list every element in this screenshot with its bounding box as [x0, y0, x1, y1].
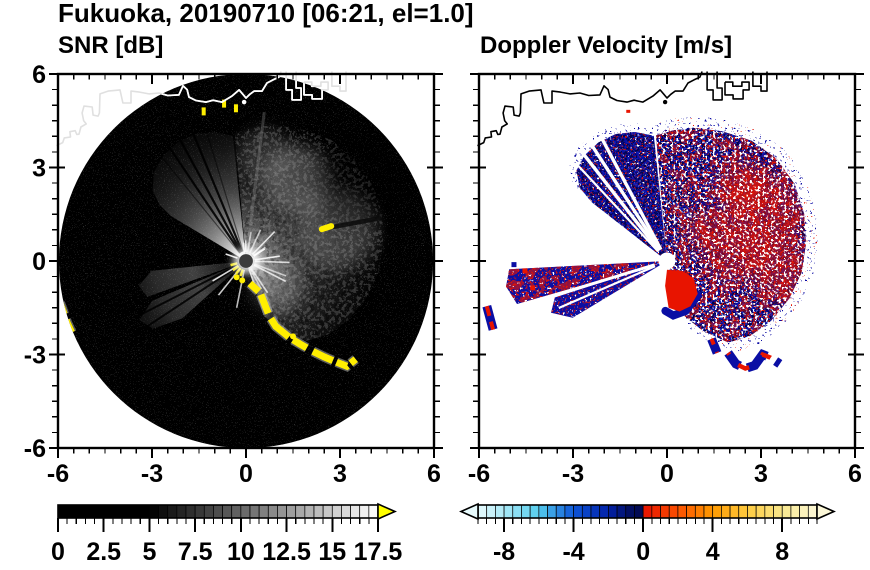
snr-plot-area: [56, 71, 434, 449]
colorbar-tick-label: 12.5: [262, 538, 311, 566]
colorbar-tick-label: 0: [51, 538, 65, 566]
snr-panel-title: SNR [dB]: [58, 32, 164, 59]
doppler-panel-title: Doppler Velocity [m/s]: [480, 32, 733, 59]
y-tick-label: 3: [32, 155, 46, 183]
x-tick-label: 3: [754, 460, 768, 488]
x-tick-label: -6: [47, 460, 69, 488]
colorbar-tick-label: 15: [318, 538, 346, 566]
x-tick-label: 3: [333, 460, 347, 488]
y-tick-label: 6: [32, 61, 46, 89]
colorbar-over-arrow: [816, 502, 836, 521]
doppler-axes: -6 -3 0 3 6: [468, 72, 864, 488]
x-tick-label: 6: [848, 460, 862, 488]
colorbar-tick-label: 17.5: [354, 538, 403, 566]
colorbar-tick-label: -8: [493, 538, 515, 566]
doppler-colorbar: -8 -4 0 4 8: [459, 502, 836, 566]
x-tick-label: 6: [427, 460, 441, 488]
x-tick-label: -3: [141, 460, 163, 488]
x-tick-label: 0: [660, 460, 674, 488]
colorbar-tick-label: 7.5: [178, 538, 213, 566]
colorbar-tick-label: 4: [706, 538, 720, 566]
snr-colorbar: 0 2.5 5 7.5 10 12.5 15 17.5: [51, 502, 403, 566]
colorbar-tick-label: 8: [775, 538, 789, 566]
y-tick-label: -3: [24, 342, 46, 370]
x-tick-label: -6: [468, 460, 490, 488]
colorbar-tick-label: -4: [562, 538, 584, 566]
y-axis-labels: 6 3 0 -3 -6: [24, 61, 46, 463]
snr-axes: -6 -3 0 3 6: [47, 72, 443, 488]
colorbar-over-arrow: [377, 502, 397, 521]
x-tick-label: 0: [239, 460, 253, 488]
y-tick-label: 0: [32, 248, 46, 276]
figure-title: Fukuoka, 20190710 [06:21, el=1.0]: [58, 0, 474, 28]
colorbar-under-arrow: [459, 502, 479, 521]
x-tick-label: -3: [562, 460, 584, 488]
colorbar-tick-label: 0: [636, 538, 650, 566]
colorbar-tick-label: 5: [142, 538, 156, 566]
colorbar-tick-label: 2.5: [86, 538, 121, 566]
colorbar-tick-label: 10: [227, 538, 255, 566]
y-tick-label: -6: [24, 435, 46, 463]
